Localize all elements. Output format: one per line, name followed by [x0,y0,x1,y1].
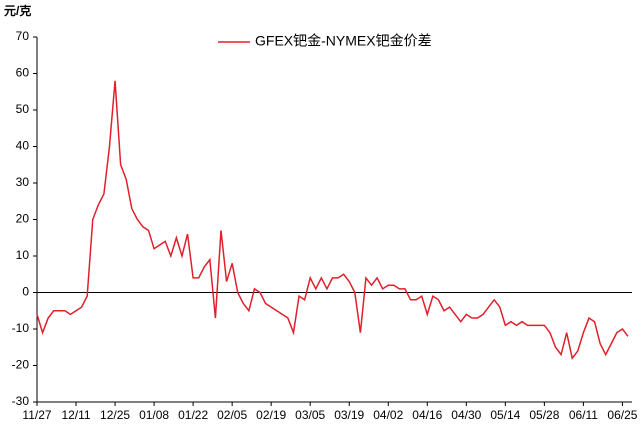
legend-label: GFEX钯金-NYMEX钯金价差 [255,33,432,49]
x-tick-label: 06/11 [569,408,598,422]
y-tick-label: -30 [12,394,30,408]
y-tick-label: 10 [16,248,30,262]
x-tick-label: 04/02 [373,408,403,422]
y-axis-label: 元/克 [4,3,31,18]
y-tick-label: 30 [16,175,30,189]
x-tick-label: 02/19 [256,408,286,422]
y-tick-label: 50 [16,102,30,116]
x-tick-label: 05/14 [490,408,520,422]
y-tick-label: -20 [12,358,30,372]
x-tick-label: 01/08 [139,408,169,422]
x-tick-label: 02/05 [217,408,247,422]
x-tick-label: 01/22 [178,408,208,422]
x-tick-label: 03/19 [334,408,364,422]
y-tick-label: 60 [16,66,30,80]
y-tick-label: 40 [16,139,30,153]
x-tick-label: 05/28 [529,408,559,422]
x-tick-label: 03/05 [295,408,325,422]
y-tick-label: 70 [16,29,30,43]
x-tick-label: 04/30 [451,408,481,422]
x-tick-label: 12/25 [100,408,130,422]
y-tick-label: 0 [22,285,29,299]
x-tick-label: 04/16 [412,408,442,422]
y-tick-label: -10 [12,321,30,335]
series-line [36,80,629,360]
x-tick-label: 06/25 [607,408,637,422]
y-tick-label: 20 [16,212,30,226]
x-tick-label: 12/11 [61,408,90,422]
x-tick-label: 11/27 [22,408,51,422]
